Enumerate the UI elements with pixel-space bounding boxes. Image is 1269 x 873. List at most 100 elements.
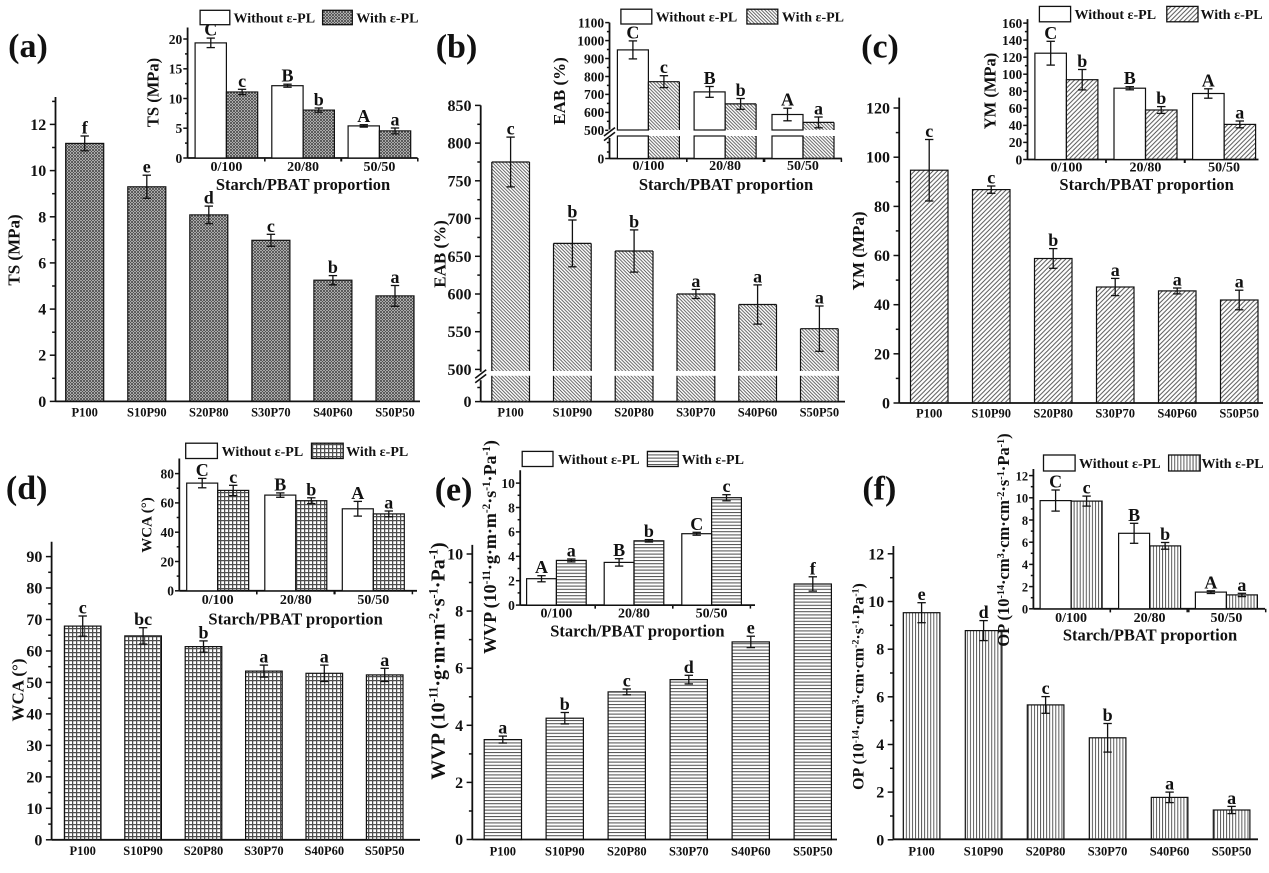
svg-text:0/100: 0/100 — [1055, 611, 1087, 626]
svg-text:20/80: 20/80 — [618, 607, 650, 622]
svg-text:a: a — [498, 718, 507, 738]
svg-text:WVP (10-11·g·m·m-2·s-1·Pa-1): WVP (10-11·g·m·m-2·s-1·Pa-1) — [426, 542, 449, 779]
svg-text:B: B — [704, 68, 716, 88]
svg-text:(e): (e) — [435, 472, 473, 509]
svg-text:6: 6 — [876, 689, 884, 706]
svg-text:c: c — [987, 168, 995, 188]
svg-text:0: 0 — [876, 832, 884, 849]
svg-text:600: 600 — [448, 287, 472, 304]
svg-text:a: a — [1227, 788, 1236, 808]
svg-text:e: e — [918, 584, 926, 604]
svg-text:20/80: 20/80 — [287, 160, 319, 175]
svg-text:4: 4 — [1022, 558, 1029, 572]
svg-text:b: b — [1048, 230, 1058, 250]
svg-text:c: c — [723, 476, 731, 496]
svg-text:50/50: 50/50 — [1208, 161, 1240, 176]
svg-text:0: 0 — [34, 832, 42, 849]
svg-text:0: 0 — [882, 396, 890, 413]
svg-text:60: 60 — [161, 496, 175, 511]
svg-text:20: 20 — [169, 32, 183, 47]
svg-text:TS (MPa): TS (MPa) — [144, 58, 163, 127]
svg-text:50/50: 50/50 — [696, 607, 728, 622]
svg-text:10: 10 — [501, 476, 515, 491]
svg-text:c: c — [623, 671, 631, 691]
svg-text:With ε-PL: With ε-PL — [682, 453, 744, 468]
svg-text:0/100: 0/100 — [210, 160, 242, 175]
svg-text:4: 4 — [455, 718, 463, 735]
svg-text:100: 100 — [866, 150, 890, 167]
svg-text:a: a — [814, 99, 823, 119]
svg-text:850: 850 — [448, 98, 472, 115]
svg-text:With ε-PL: With ε-PL — [346, 445, 408, 460]
svg-text:B: B — [613, 540, 625, 560]
svg-text:B: B — [281, 66, 293, 86]
svg-text:With ε-PL: With ε-PL — [1202, 457, 1264, 472]
svg-text:30: 30 — [26, 738, 42, 755]
svg-text:100: 100 — [1002, 67, 1023, 82]
svg-text:A: A — [351, 483, 364, 503]
svg-text:c: c — [79, 598, 87, 618]
svg-text:a: a — [815, 288, 824, 308]
svg-text:a: a — [567, 541, 576, 561]
svg-text:1100: 1100 — [578, 15, 605, 30]
svg-text:C: C — [196, 460, 209, 480]
svg-text:e: e — [143, 157, 151, 177]
svg-text:WCA (°): WCA (°) — [140, 497, 156, 553]
svg-text:6: 6 — [455, 661, 463, 678]
svg-text:S40P60: S40P60 — [731, 845, 771, 859]
svg-text:S40P60: S40P60 — [1157, 407, 1197, 421]
svg-text:20: 20 — [1009, 135, 1023, 150]
svg-text:120: 120 — [866, 101, 890, 118]
svg-text:(d): (d) — [6, 470, 48, 507]
svg-text:S50P50: S50P50 — [375, 406, 415, 420]
svg-text:50/50: 50/50 — [787, 159, 819, 174]
svg-text:c: c — [1083, 478, 1091, 498]
svg-text:A: A — [357, 106, 370, 126]
svg-text:650: 650 — [448, 249, 472, 266]
svg-text:a: a — [1165, 774, 1174, 794]
svg-text:60: 60 — [26, 644, 42, 661]
svg-text:S30P70: S30P70 — [251, 406, 291, 420]
svg-text:700: 700 — [584, 87, 605, 102]
svg-text:Without ε-PL: Without ε-PL — [1079, 457, 1161, 472]
svg-text:d: d — [979, 602, 989, 622]
svg-text:40: 40 — [161, 525, 175, 540]
svg-text:S50P50: S50P50 — [365, 844, 405, 858]
svg-text:c: c — [238, 71, 246, 91]
svg-text:C: C — [626, 22, 639, 42]
svg-text:10: 10 — [26, 801, 42, 818]
svg-text:P100: P100 — [70, 844, 96, 858]
svg-text:S30P70: S30P70 — [669, 845, 709, 859]
svg-text:12: 12 — [1016, 469, 1029, 483]
svg-text:0: 0 — [167, 584, 174, 599]
svg-text:15: 15 — [169, 62, 183, 77]
svg-text:900: 900 — [584, 51, 605, 66]
svg-text:4: 4 — [876, 737, 884, 754]
svg-text:10: 10 — [30, 163, 46, 180]
svg-text:0: 0 — [597, 151, 604, 166]
svg-text:S30P70: S30P70 — [1095, 407, 1135, 421]
svg-text:80: 80 — [26, 581, 42, 598]
svg-text:c: c — [507, 119, 515, 139]
svg-text:c: c — [229, 467, 237, 487]
svg-text:50: 50 — [26, 675, 42, 692]
svg-text:c: c — [925, 121, 933, 141]
svg-text:OP (10-14·cm3·cm·cm-2·s-1·Pa-1: OP (10-14·cm3·cm·cm-2·s-1·Pa-1) — [850, 583, 868, 790]
svg-text:B: B — [1128, 505, 1140, 525]
svg-text:550: 550 — [448, 324, 472, 341]
svg-text:0/100: 0/100 — [1050, 161, 1082, 176]
svg-text:S10P90: S10P90 — [553, 406, 593, 420]
svg-text:4: 4 — [508, 549, 515, 564]
svg-text:f: f — [82, 118, 89, 138]
svg-text:Starch/PBAT proportion: Starch/PBAT proportion — [550, 622, 724, 641]
svg-text:40: 40 — [874, 297, 890, 314]
svg-text:S30P70: S30P70 — [1088, 845, 1128, 859]
svg-text:20/80: 20/80 — [280, 593, 312, 608]
svg-text:12: 12 — [30, 117, 46, 134]
svg-text:a: a — [391, 267, 400, 287]
svg-text:P100: P100 — [497, 406, 523, 420]
svg-text:b: b — [736, 80, 746, 100]
svg-text:0: 0 — [464, 394, 472, 411]
svg-text:EAB (%): EAB (%) — [431, 220, 450, 288]
svg-text:b: b — [629, 211, 639, 231]
